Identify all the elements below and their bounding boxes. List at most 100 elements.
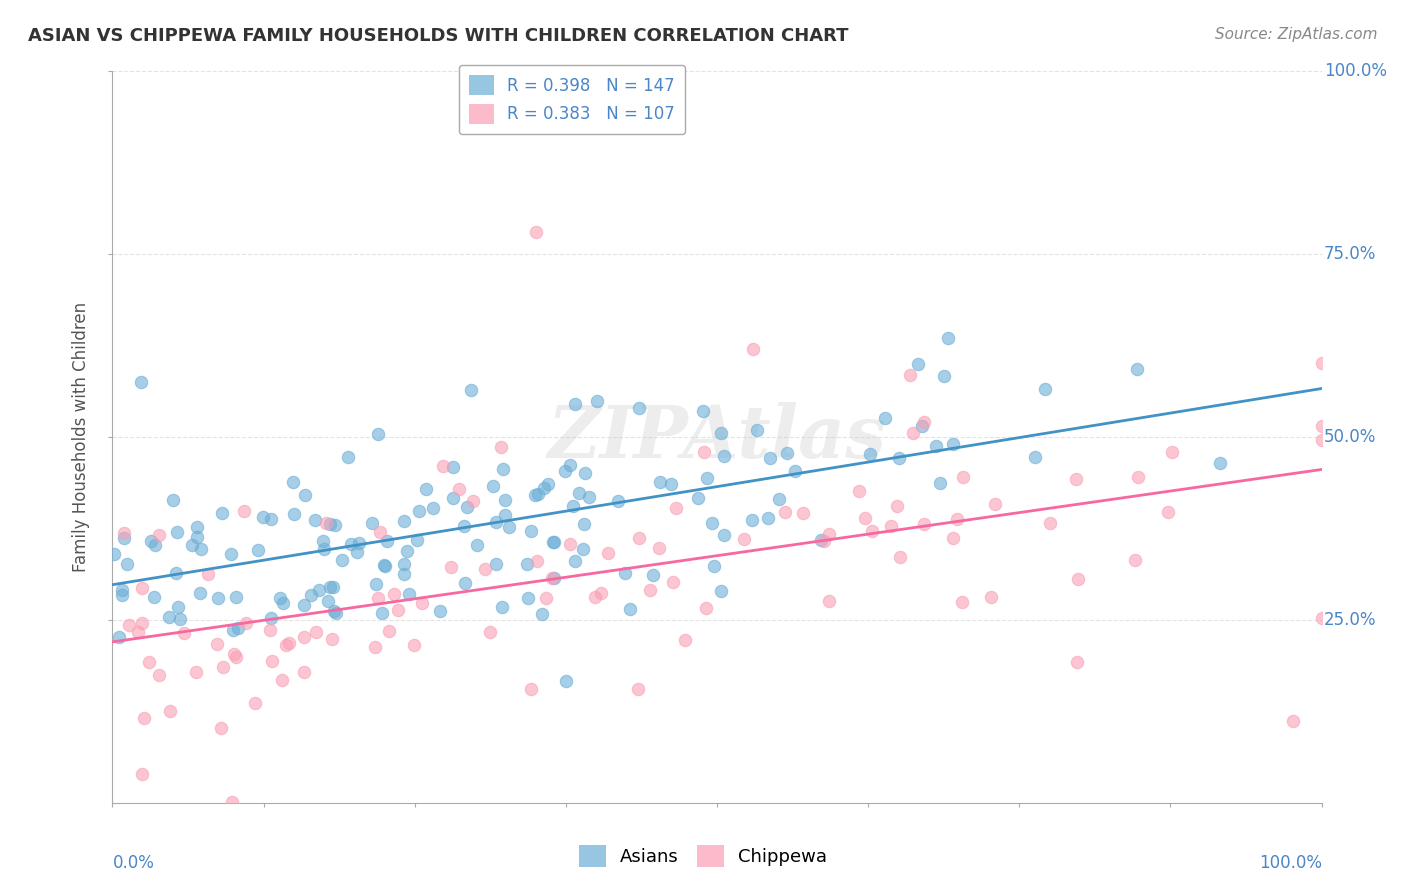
Chippewa — [292, 630, 315, 644]
Chippewa — [583, 591, 606, 605]
Chippewa — [627, 532, 650, 546]
Asians — [713, 528, 735, 542]
Text: Source: ZipAtlas.com: Source: ZipAtlas.com — [1215, 27, 1378, 42]
Chippewa — [205, 636, 228, 650]
Chippewa — [461, 494, 484, 508]
Chippewa — [848, 483, 870, 498]
Asians — [347, 536, 370, 550]
Chippewa — [131, 616, 153, 631]
Chippewa — [1157, 505, 1180, 519]
Chippewa — [260, 654, 283, 668]
Asians — [745, 424, 768, 438]
Chippewa — [984, 497, 1007, 511]
Chippewa — [1128, 469, 1150, 483]
Asians — [129, 375, 152, 389]
Asians — [533, 481, 555, 495]
Chippewa — [733, 533, 755, 547]
Asians — [283, 507, 305, 521]
Chippewa — [368, 525, 391, 540]
Asians — [586, 394, 609, 409]
Chippewa — [524, 225, 547, 239]
Asians — [186, 530, 208, 544]
Asians — [260, 512, 283, 526]
Asians — [482, 479, 505, 493]
Asians — [607, 494, 630, 508]
Asians — [246, 543, 269, 558]
Asians — [107, 630, 129, 644]
Asians — [312, 534, 335, 549]
Asians — [299, 588, 322, 602]
Asians — [619, 601, 641, 615]
Chippewa — [134, 711, 156, 725]
Asians — [713, 449, 735, 463]
Asians — [614, 566, 637, 581]
Asians — [491, 600, 513, 615]
Asians — [574, 517, 596, 532]
Asians — [316, 593, 339, 607]
Chippewa — [880, 519, 903, 533]
Asians — [741, 513, 763, 527]
Chippewa — [526, 554, 548, 568]
Asians — [543, 534, 565, 549]
Asians — [759, 450, 782, 465]
Asians — [408, 503, 430, 517]
Chippewa — [382, 587, 405, 601]
Asians — [692, 403, 714, 417]
Asians — [394, 557, 416, 571]
Asians — [568, 486, 591, 500]
Chippewa — [315, 516, 337, 530]
Chippewa — [292, 665, 315, 679]
Asians — [659, 476, 682, 491]
Asians — [166, 599, 188, 614]
Chippewa — [912, 517, 935, 532]
Asians — [641, 568, 664, 582]
Asians — [574, 466, 596, 480]
Legend: R = 0.398   N = 147, R = 0.383   N = 107: R = 0.398 N = 147, R = 0.383 N = 107 — [458, 65, 685, 134]
Asians — [562, 499, 585, 513]
Chippewa — [647, 541, 669, 556]
Asians — [373, 558, 395, 573]
Chippewa — [1161, 445, 1184, 459]
Chippewa — [942, 531, 965, 545]
Asians — [271, 596, 294, 610]
Chippewa — [1067, 572, 1090, 586]
Chippewa — [817, 526, 839, 541]
Asians — [374, 559, 396, 574]
Asians — [157, 610, 180, 624]
Asians — [371, 606, 394, 620]
Asians — [308, 582, 330, 597]
Chippewa — [148, 667, 170, 681]
Asians — [117, 557, 139, 571]
Asians — [783, 464, 806, 478]
Asians — [554, 464, 576, 478]
Asians — [165, 566, 187, 581]
Chippewa — [378, 624, 401, 639]
Text: 75.0%: 75.0% — [1324, 245, 1376, 263]
Asians — [169, 612, 191, 626]
Asians — [1126, 361, 1149, 376]
Asians — [688, 491, 710, 506]
Chippewa — [742, 343, 765, 357]
Asians — [578, 490, 600, 504]
Chippewa — [980, 590, 1002, 604]
Text: 0.0%: 0.0% — [112, 854, 155, 872]
Asians — [650, 475, 672, 490]
Asians — [572, 541, 595, 556]
Asians — [494, 508, 516, 522]
Asians — [211, 506, 233, 520]
Chippewa — [270, 673, 292, 687]
Asians — [541, 534, 564, 549]
Chippewa — [950, 595, 973, 609]
Chippewa — [245, 696, 267, 710]
Asians — [323, 604, 346, 618]
Chippewa — [775, 505, 797, 519]
Chippewa — [638, 583, 661, 598]
Chippewa — [404, 639, 426, 653]
Chippewa — [112, 525, 135, 540]
Asians — [406, 533, 429, 548]
Asians — [322, 580, 344, 594]
Asians — [555, 673, 578, 688]
Asians — [454, 575, 477, 590]
Chippewa — [148, 528, 170, 542]
Asians — [810, 533, 832, 548]
